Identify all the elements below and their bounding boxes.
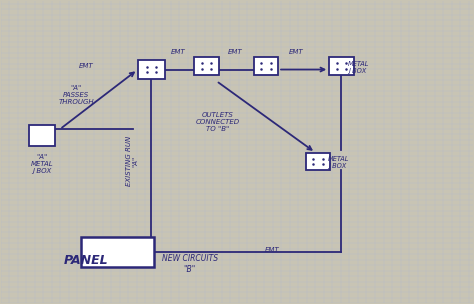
Text: EMT: EMT (289, 49, 303, 55)
Bar (254, 57, 278, 75)
Text: EMT: EMT (228, 49, 243, 55)
Bar (329, 57, 354, 75)
Bar (194, 57, 219, 75)
Text: "A"
METAL
J BOX: "A" METAL J BOX (30, 154, 53, 174)
Bar (138, 60, 165, 79)
Text: "A"
PASSES
THROUGH: "A" PASSES THROUGH (58, 85, 94, 105)
Text: OUTLETS
CONNECTED
TO "B": OUTLETS CONNECTED TO "B" (196, 112, 240, 132)
Text: EXISTING RUN
"A": EXISTING RUN "A" (126, 136, 138, 186)
Text: NEW CIRCUITS
"B": NEW CIRCUITS "B" (162, 254, 218, 274)
Text: METAL
J BOX: METAL J BOX (348, 61, 370, 74)
Bar (306, 153, 330, 170)
Bar (29, 125, 55, 146)
Text: METAL
J BOX: METAL J BOX (328, 156, 350, 169)
Bar (81, 237, 155, 267)
Text: PANEL: PANEL (64, 254, 108, 268)
Text: EMT: EMT (265, 247, 280, 253)
Text: EMT: EMT (171, 49, 185, 55)
Text: EMT: EMT (79, 63, 93, 69)
